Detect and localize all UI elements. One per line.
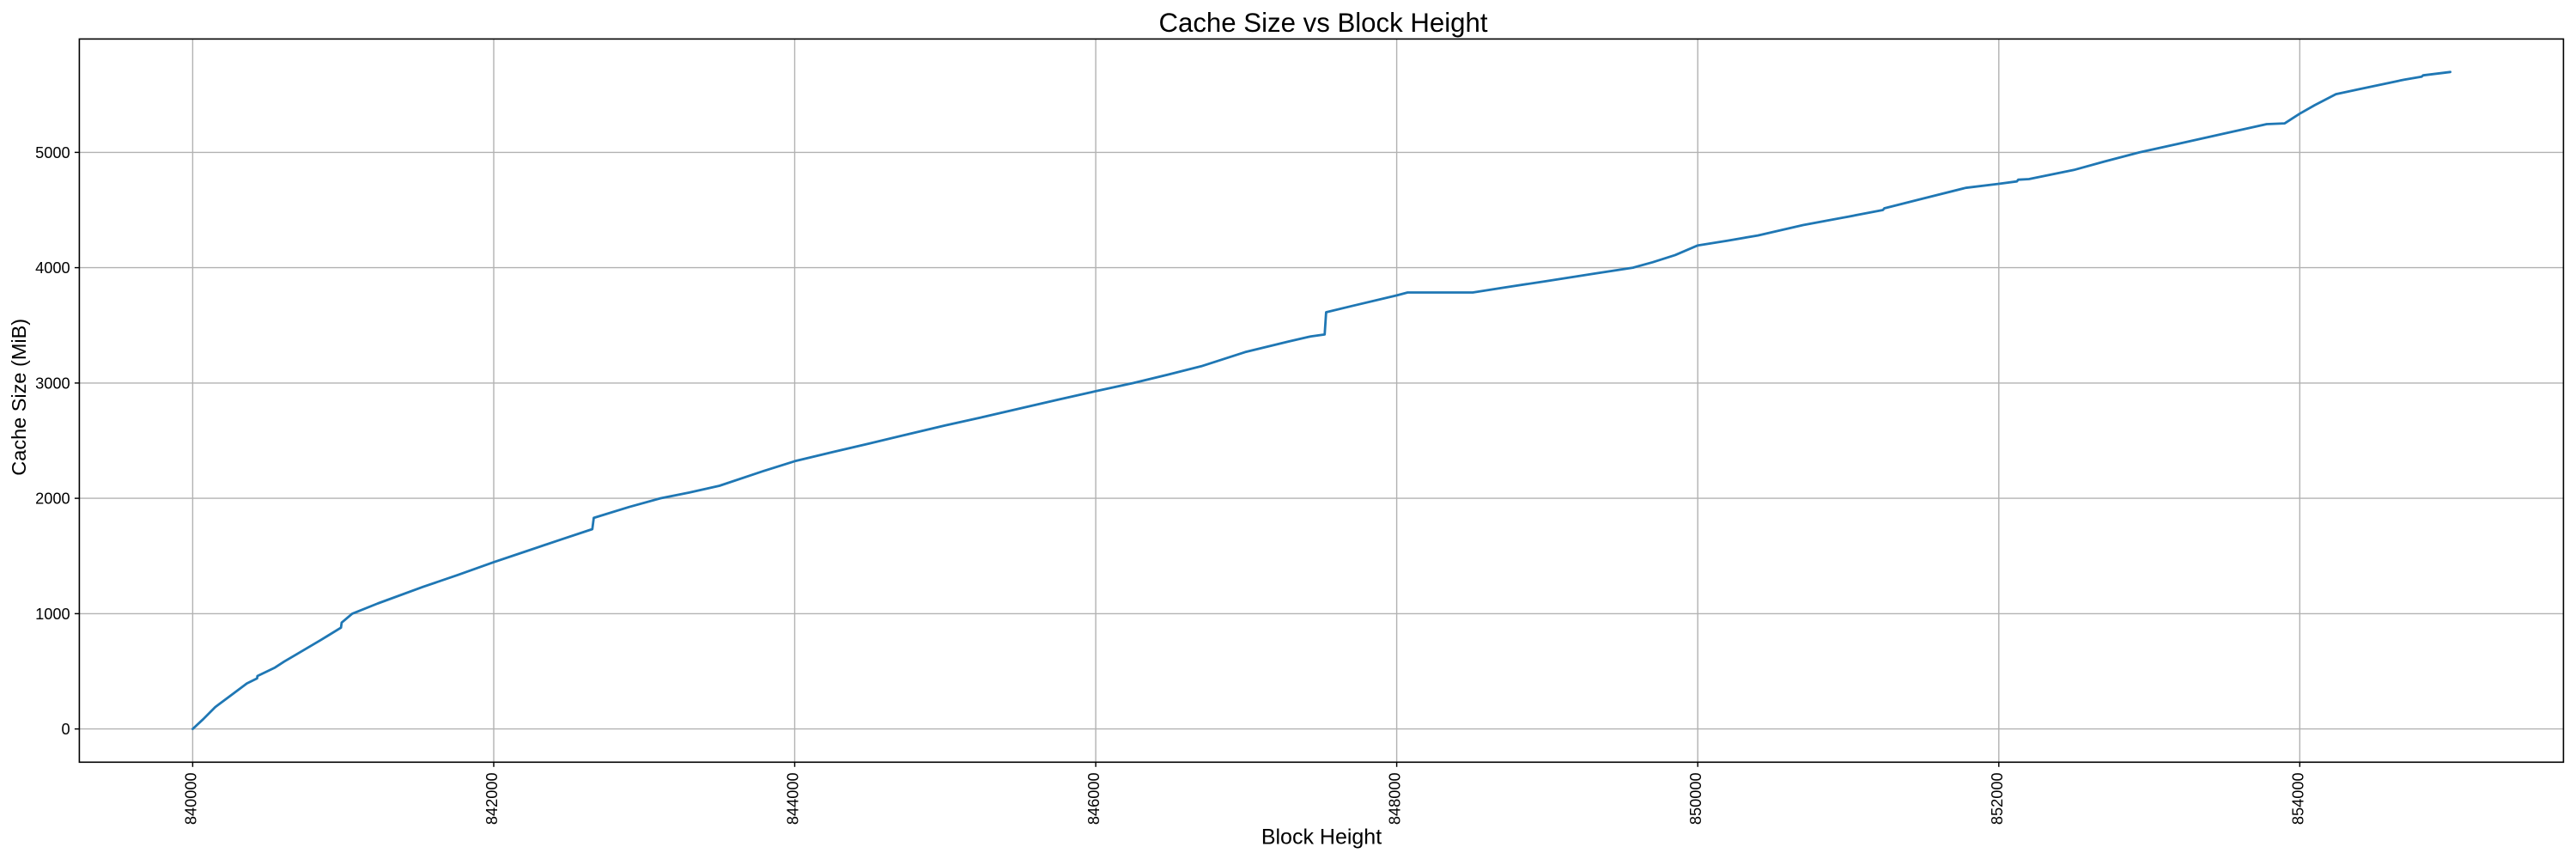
svg-text:844000: 844000 (785, 772, 802, 825)
svg-text:0: 0 (61, 721, 70, 738)
svg-text:842000: 842000 (483, 772, 501, 825)
svg-text:5000: 5000 (35, 144, 70, 161)
svg-text:1000: 1000 (35, 606, 70, 623)
svg-text:3000: 3000 (35, 375, 70, 393)
svg-text:848000: 848000 (1387, 772, 1404, 825)
svg-text:852000: 852000 (1989, 772, 2006, 825)
svg-text:4000: 4000 (35, 259, 70, 277)
svg-text:Cache Size (MiB): Cache Size (MiB) (8, 319, 30, 476)
svg-text:Block Height: Block Height (1261, 825, 1382, 849)
svg-text:840000: 840000 (182, 772, 199, 825)
svg-text:850000: 850000 (1687, 772, 1704, 825)
svg-text:Cache Size vs Block Height: Cache Size vs Block Height (1158, 8, 1487, 38)
svg-text:854000: 854000 (2289, 772, 2306, 825)
svg-text:2000: 2000 (35, 490, 70, 508)
svg-text:846000: 846000 (1085, 772, 1103, 825)
